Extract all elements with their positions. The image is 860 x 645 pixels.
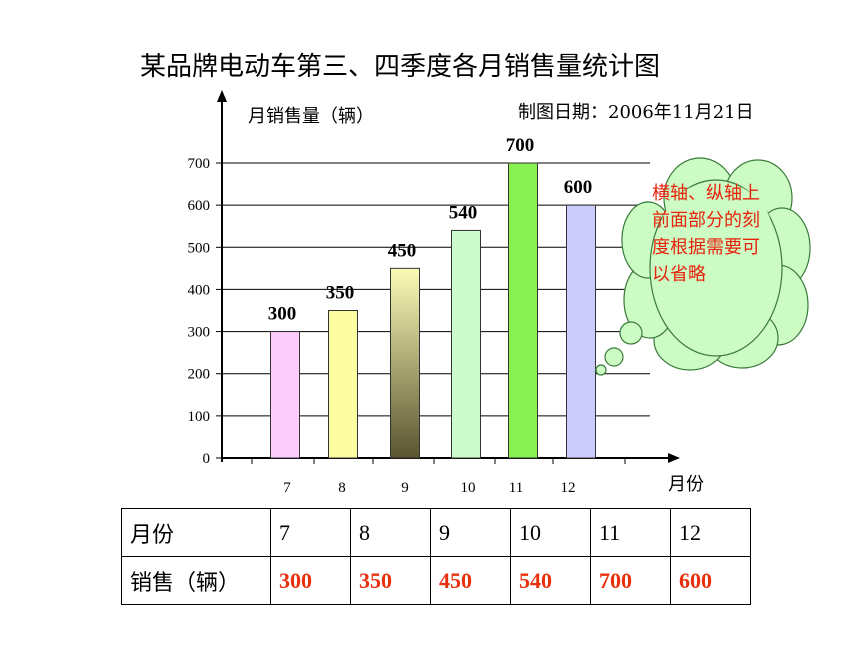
callout-cloud-body (660, 182, 772, 282)
y-tick-label: 400 (188, 282, 211, 298)
table-cell-month: 11 (590, 508, 671, 557)
date-note: 制图日期：2006年11月21日 (518, 102, 754, 123)
x-axis-arrow (668, 453, 680, 463)
bar-data-label: 350 (326, 283, 355, 304)
callout-bubble (619, 321, 643, 345)
x-tick-label: 9 (401, 480, 409, 496)
y-axis-arrow (217, 90, 227, 102)
bar (508, 162, 538, 459)
bar (270, 331, 300, 459)
table-cell-month: 12 (670, 508, 751, 557)
y-tick-label: 0 (203, 451, 211, 467)
table-cell-month: 8 (350, 508, 431, 557)
x-tick-label: 11 (509, 480, 523, 496)
bar-data-label: 600 (564, 177, 593, 198)
table-cell-sales: 600 (670, 556, 751, 605)
table-cell-sales: 700 (590, 556, 671, 605)
bar (390, 267, 420, 459)
table-header-sales: 销售（辆） (121, 556, 271, 605)
callout-bubble (595, 364, 607, 376)
chart-title: 某品牌电动车第三、四季度各月销售量统计图 (140, 52, 661, 82)
table-cell-sales: 350 (350, 556, 431, 605)
table-cell-sales: 450 (430, 556, 511, 605)
bar-data-label: 450 (388, 240, 417, 261)
y-tick-label: 700 (188, 156, 211, 172)
callout-text: 横轴、纵轴上前面部分的刻度根据需要可以省略 (652, 183, 760, 285)
bar (451, 229, 481, 459)
table-cell-sales: 300 (270, 556, 351, 605)
bar (566, 204, 596, 459)
x-tick-label: 12 (561, 480, 576, 496)
bar-data-label: 540 (449, 202, 478, 223)
table-cell-sales: 540 (510, 556, 591, 605)
table-header-month: 月份 (121, 508, 271, 557)
table-row-sales: 销售（辆） 300 350 450 540 700 600 (121, 556, 751, 605)
table-row-months: 月份 7 8 9 10 11 12 (121, 508, 751, 557)
x-tick-label: 10 (461, 480, 476, 496)
y-tick-label: 300 (188, 325, 211, 341)
sales-table: 月份 7 8 9 10 11 12 销售（辆） 300 350 450 540 … (121, 508, 751, 605)
y-tick-label: 100 (188, 409, 211, 425)
table-cell-month: 7 (270, 508, 351, 557)
table-cell-month: 10 (510, 508, 591, 557)
y-tick-label: 200 (188, 367, 211, 383)
x-tick-label: 8 (338, 480, 346, 496)
y-axis-label: 月销售量（辆） (248, 106, 374, 127)
bar (328, 310, 358, 459)
x-tick-label: 7 (283, 480, 291, 496)
table-cell-month: 9 (430, 508, 511, 557)
callout-cloud-body (660, 265, 772, 345)
callout-bubble (604, 347, 624, 367)
y-tick-label: 600 (188, 198, 211, 214)
x-axis-label: 月份 (668, 474, 704, 495)
bar-data-label: 300 (268, 304, 297, 325)
y-tick-label: 500 (188, 240, 211, 256)
bar-data-label: 700 (506, 135, 535, 156)
